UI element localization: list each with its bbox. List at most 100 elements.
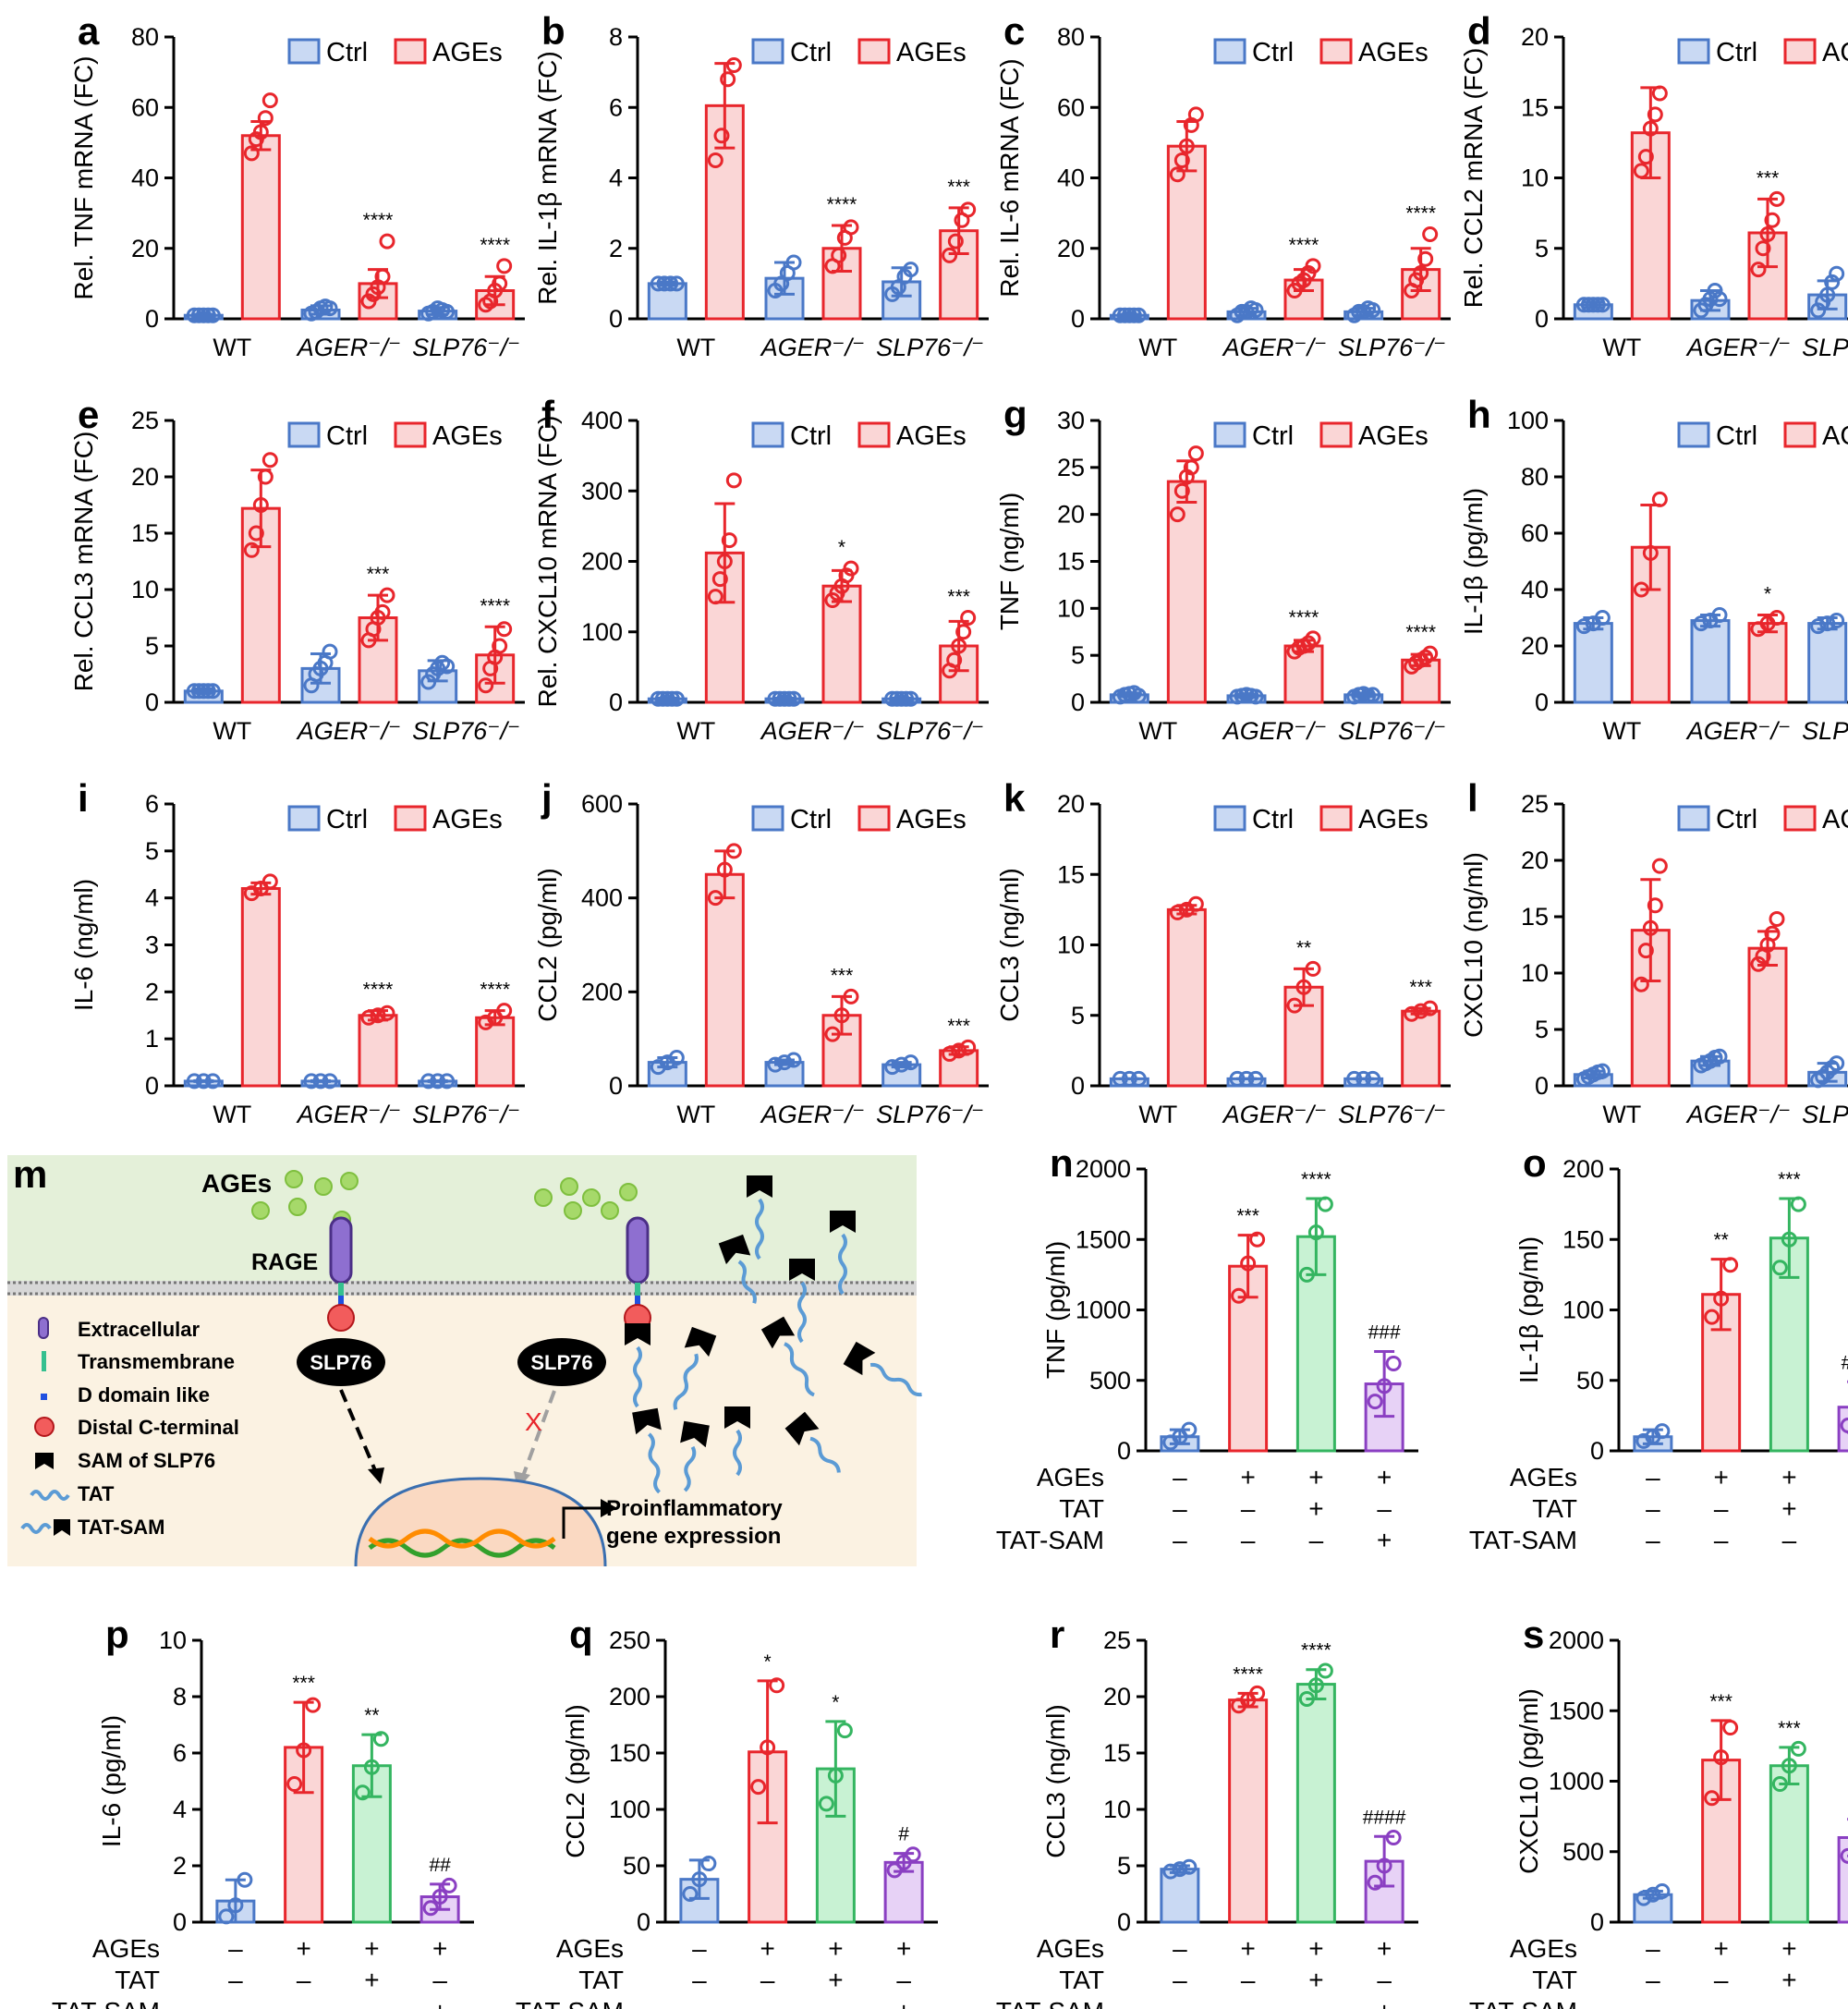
legend-l: Ctrl AGEs [1677,805,1848,834]
treatment-mark: – [1241,1997,1256,2009]
chart-panel-c: 0 20 40 60 80 Rel. IL-6 mRNA (FC) c Ctrl AGEs WT *… [995,9,1451,361]
panel-letter-q: q [569,1613,593,1656]
treatment-mark: + [1308,1463,1323,1492]
treatment-mark: – [1377,1966,1392,1994]
legend-label-ctrl: Ctrl [1252,38,1294,67]
legend-tat: TAT [78,1482,115,1505]
significance-label: *** [831,965,854,986]
treatment-mark: + [828,1966,843,1994]
treatment-mark: – [896,1966,911,1994]
legend-swatch-ctrl [1677,38,1710,65]
data-point [1645,1886,1661,1903]
data-point [1169,904,1185,920]
y-tick-label: 20 [1057,501,1085,529]
y-axis-title: Rel. CXCL10 mRNA (FC) [533,416,562,708]
panel-letter-f: f [541,393,555,436]
rage-label: RAGE [251,1249,318,1275]
data-point [1633,581,1649,598]
y-tick-label: 5 [145,837,159,865]
data-point [422,1900,439,1917]
y-tick-label: 1000 [1549,1768,1604,1796]
y-tick-label: 25 [1103,1626,1131,1654]
legend-label-ctrl: Ctrl [326,421,368,451]
y-tick-label: 60 [1057,93,1085,121]
significance-label: * [838,537,845,558]
bar [1283,644,1324,704]
data-point [1755,240,1771,257]
data-point [200,307,216,323]
treatment-mark: + [896,1997,911,2009]
data-point [1413,264,1429,281]
y-tick-label: 20 [1521,846,1549,874]
legend-label-ctrl: Ctrl [1716,421,1757,451]
legend-g: Ctrl AGEs [1213,421,1429,451]
significance-label: ### [1842,1352,1848,1373]
data-point [668,690,685,707]
y-tick-label: 150 [1562,1225,1604,1253]
data-point [1183,459,1199,476]
treatment-mark: – [1377,1494,1392,1523]
treatment-row-label: AGEs [1037,1934,1104,1963]
data-point [1130,1070,1147,1087]
data-point [1307,1224,1324,1241]
data-point [420,674,437,690]
legend-swatch-ages [857,805,891,832]
treatment-mark: – [1309,1997,1324,2009]
y-tick-label: 50 [623,1852,650,1880]
panel-letter-j: j [541,776,553,820]
data-point [903,690,919,707]
significance-label: **** [363,210,394,231]
significance-label: **** [1405,622,1436,643]
x-tick-label: WT [213,717,251,745]
data-point [1790,1196,1806,1212]
legend-swatch-ages [1783,805,1817,832]
data-point [261,452,278,469]
chart-panel-j: 0 200 400 600 CCL2 (pg/ml) j Ctrl AGEs WT *** AGER… [533,776,989,1128]
data-point [312,1073,329,1090]
data-point [1317,1662,1333,1679]
chart-panel-f: 0 100 200 300 400 Rel. CXCL10 mRNA (FC)f Ctrl A… [533,393,989,745]
treatment-mark: – [1309,1526,1324,1554]
y-tick-label: 80 [131,23,159,51]
y-axis-title: TNF (ng/ml) [995,493,1024,630]
data-point [1178,138,1195,154]
data-point [1654,1423,1671,1440]
treatment-mark: + [1308,1494,1323,1523]
y-tick-label: 400 [581,884,623,912]
y-tick-label: 0 [1071,305,1085,333]
data-point [707,589,723,605]
y-tick-label: 20 [1521,632,1549,660]
legend-label-ages: AGEs [896,421,967,451]
x-tick-label: WT [213,334,251,361]
data-point [955,624,972,640]
y-tick-label: 20 [131,463,159,491]
significance-label: **** [1301,1640,1331,1662]
panel-letter-b: b [541,9,565,53]
panel-letter-i: i [78,776,89,820]
data-point [1819,615,1836,632]
bar [1401,1009,1441,1088]
legend-label-ctrl: Ctrl [1716,38,1757,67]
chart-panel-i: 0 1 2 3 4 5 6 IL-6 (ng/ml) i Ctrl AGEs WT **** AGER⁻/… [69,776,525,1128]
treatment-mark: – [365,1997,380,2009]
data-point [818,1796,834,1812]
data-point [951,1042,967,1059]
x-tick-label: WT [1138,717,1177,745]
data-point [713,128,730,144]
data-point [195,307,212,323]
bar [704,872,745,1088]
y-axis-title: Rel. CCL2 mRNA (FC) [1459,48,1488,309]
data-point [1187,445,1204,462]
treatment-mark: – [228,1997,243,2009]
data-point [781,690,797,707]
panel-letter-h: h [1467,393,1491,436]
significance-label: *** [1778,1718,1801,1739]
significance-label: **** [480,235,510,256]
legend-transmembrane: Transmembrane [78,1350,235,1373]
data-point [1704,1309,1720,1325]
data-point [1651,858,1668,874]
y-tick-label: 250 [609,1626,650,1654]
data-point [1637,149,1654,165]
